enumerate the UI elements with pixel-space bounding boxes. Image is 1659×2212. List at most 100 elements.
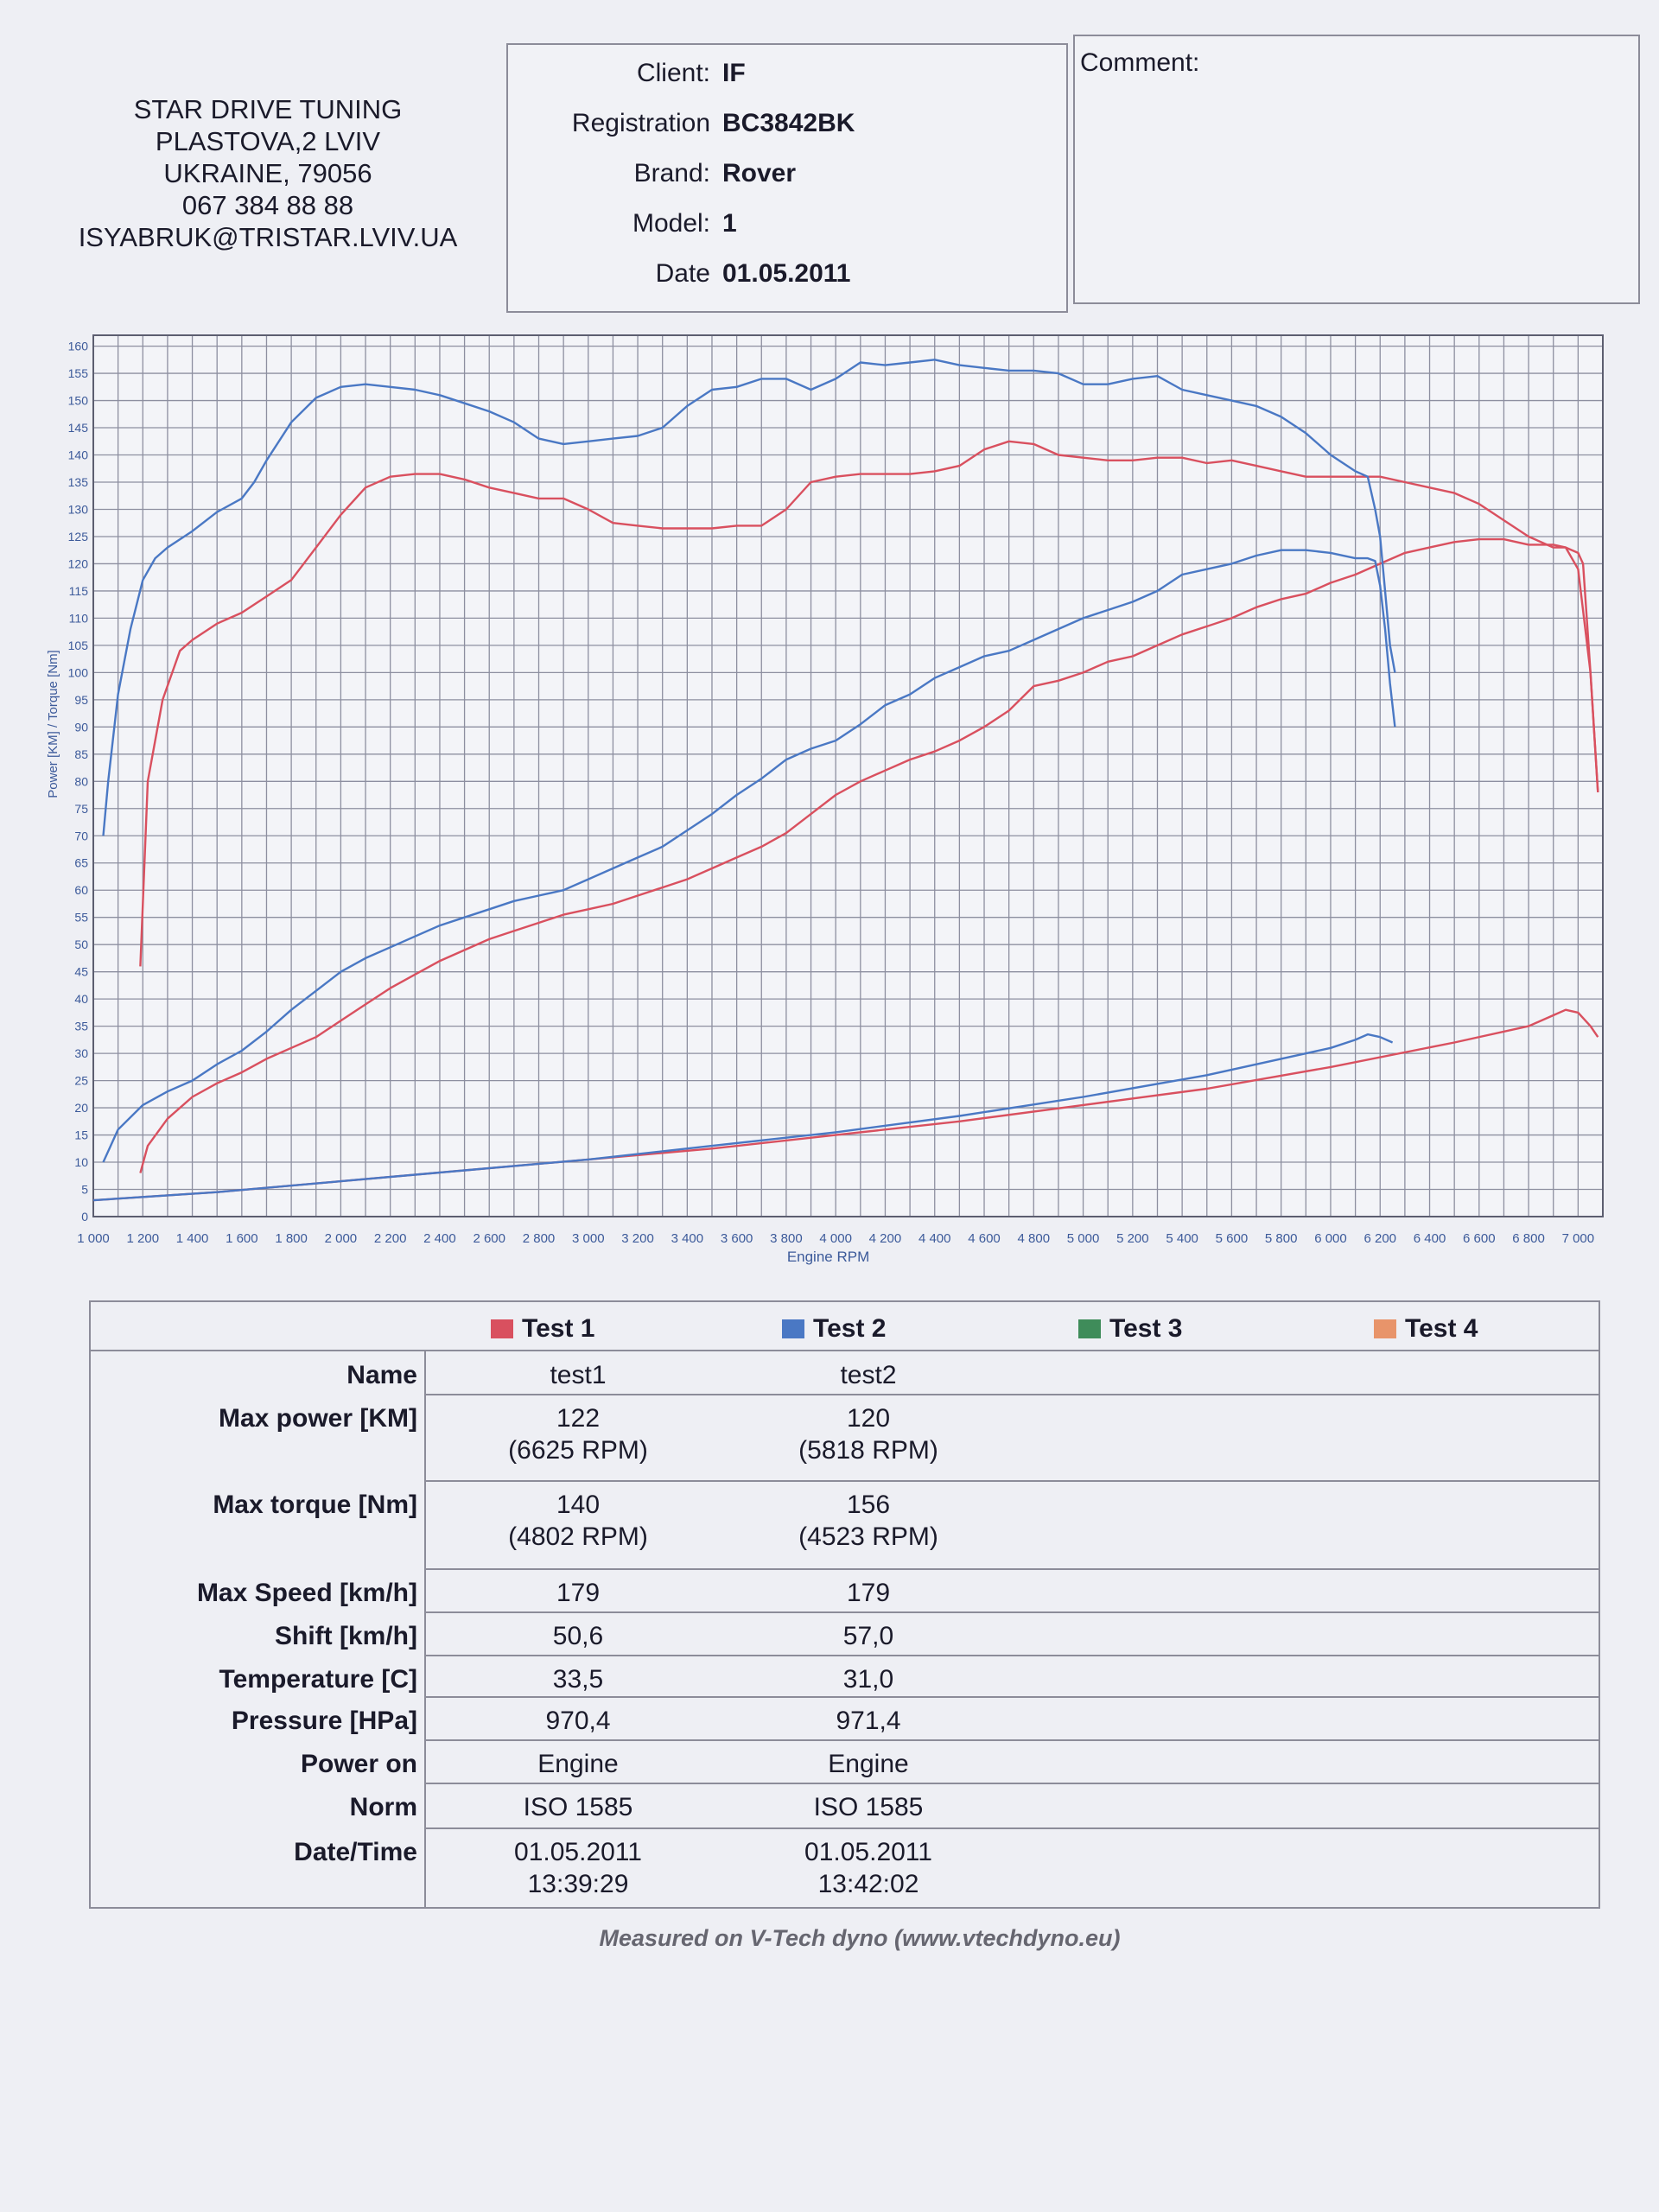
y-tick-label: 105 [68, 639, 89, 652]
y-tick-label: 85 [74, 747, 88, 761]
series-test1-power-line [139, 537, 1599, 1173]
table-cell-t2: Engine [713, 1748, 1024, 1780]
y-tick-label: 115 [69, 584, 89, 598]
x-tick-label: 1 800 [275, 1231, 308, 1246]
y-tick-label: 55 [74, 911, 88, 925]
client-row: Client: IF [508, 50, 1066, 93]
table-cell-line: 140 [556, 1491, 601, 1519]
brand-label: Brand: [633, 159, 710, 188]
y-tick-label: 80 [74, 774, 88, 788]
model-value: 1 [722, 209, 737, 238]
series-test2-power-line [102, 549, 1396, 1163]
y-tick-label: 0 [81, 1210, 88, 1224]
table-cell-line: 33,5 [552, 1665, 604, 1694]
table-cell-t1: 01.05.2011 13:39:29 [423, 1836, 734, 1900]
table-cell-line: 57,0 [842, 1622, 894, 1650]
legend-test1: Test 1 [491, 1314, 594, 1344]
y-tick-label: 60 [74, 883, 88, 897]
registration-label: Registration [571, 109, 710, 137]
y-tick-label: 100 [68, 665, 89, 679]
y-tick-label: 20 [74, 1101, 88, 1115]
x-tick-label: 6 200 [1363, 1231, 1396, 1246]
y-axis-label: Power [KM] / Torque [Nm] [46, 650, 60, 798]
dyno-chart: 0 5 10 15 20 25 30 35 40 45 50 55 60 65 70 75 80 85 90 95 10… [46, 334, 1604, 1265]
x-tick-label: 1 200 [127, 1231, 160, 1246]
table-cell-line: ISO 1585 [523, 1793, 633, 1821]
y-tick-label: 150 [68, 394, 89, 408]
x-tick-label: 6 600 [1463, 1231, 1496, 1246]
table-row-divider [424, 1739, 1599, 1741]
date-row: Date 01.05.2011 [508, 251, 1066, 294]
x-tick-label: 3 800 [770, 1231, 803, 1246]
table-row-divider [424, 1394, 1599, 1395]
legend-label-test4: Test 4 [1405, 1314, 1478, 1343]
table-row-divider [424, 1696, 1599, 1698]
table-row-label: Max torque [Nm] [213, 1491, 417, 1519]
table-cell-line: 13:42:02 [817, 1870, 919, 1898]
y-tick-label: 45 [74, 965, 88, 979]
date-value: 01.05.2011 [722, 259, 851, 288]
y-tick-label: 145 [68, 421, 89, 435]
table-cell-line: 50,6 [552, 1622, 604, 1650]
y-tick-label: 160 [68, 340, 89, 353]
legend-label-test2: Test 2 [813, 1314, 887, 1343]
x-tick-label: 5 200 [1116, 1231, 1149, 1246]
x-tick-label: 6 000 [1314, 1231, 1347, 1246]
x-tick-label: 6 400 [1414, 1231, 1446, 1246]
x-tick-label: 5 400 [1166, 1231, 1198, 1246]
table-cell-line: 156 [846, 1491, 891, 1519]
x-tick-label: 4 400 [918, 1231, 951, 1246]
table-cell-line: (4802 RPM) [508, 1522, 648, 1551]
x-tick-label: 2 800 [523, 1231, 556, 1246]
legend-label-test3: Test 3 [1109, 1314, 1183, 1343]
model-label: Model: [632, 209, 710, 238]
comment-box: Comment: [1073, 35, 1640, 304]
table-cell-line: (6625 RPM) [508, 1436, 648, 1465]
plot-frame [92, 334, 1604, 1217]
legend-swatch-test4 [1374, 1319, 1396, 1338]
table-row-label: Date/Time [294, 1838, 417, 1866]
company-info: STAR DRIVE TUNING PLASTOVA,2 LVIV UKRAIN… [43, 93, 493, 253]
brand-value: Rover [722, 159, 797, 188]
table-cell-t2: 971,4 [713, 1705, 1024, 1737]
table-row-divider [424, 1655, 1599, 1656]
company-name: STAR DRIVE TUNING [133, 94, 403, 124]
x-tick-label: 4 200 [869, 1231, 902, 1246]
company-email: ISYABRUK@TRISTAR.LVIV.UA [78, 222, 458, 252]
x-tick-label: 1 400 [176, 1231, 209, 1246]
y-tick-label: 140 [68, 448, 89, 462]
table-row-label: Max Speed [km/h] [196, 1579, 417, 1607]
registration-value: BC3842BK [722, 109, 855, 137]
x-tick-label: 2 400 [423, 1231, 456, 1246]
table-cell-line: 179 [556, 1579, 601, 1607]
legend-label-test1: Test 1 [522, 1314, 595, 1343]
series-test2-lower-line [92, 1033, 1394, 1202]
table-cell-line: test2 [840, 1361, 897, 1389]
client-label: Client: [636, 59, 710, 87]
y-tick-label: 130 [68, 502, 89, 516]
client-value: IF [722, 59, 746, 87]
y-tick-label: 65 [74, 856, 88, 870]
x-tick-label: 2 000 [325, 1231, 358, 1246]
table-cell-t1: 122 (6625 RPM) [423, 1402, 734, 1466]
x-tick-label: 1 000 [77, 1231, 110, 1246]
series-test1-torque-line [139, 440, 1599, 967]
table-cell-t1: 179 [423, 1577, 734, 1609]
table-cell-t2: 179 [713, 1577, 1024, 1609]
x-tick-label: 4 000 [819, 1231, 852, 1246]
table-cell-t1: test1 [423, 1359, 734, 1391]
table-cell-t1: 140 (4802 RPM) [423, 1489, 734, 1553]
y-tick-label: 125 [68, 530, 89, 543]
legend-swatch-test2 [782, 1319, 804, 1338]
x-tick-label: 4 800 [1018, 1231, 1051, 1246]
table-row-divider [424, 1611, 1599, 1613]
table-row-divider [424, 1827, 1599, 1829]
footer-note: Measured on V-Tech dyno (www.vtechdyno.e… [599, 1925, 1121, 1951]
table-cell-t1: 970,4 [423, 1705, 734, 1737]
table-cell-t2: 01.05.2011 13:42:02 [713, 1836, 1024, 1900]
y-tick-label: 40 [74, 992, 88, 1006]
table-row-label: Temperature [C] [219, 1665, 417, 1694]
table-row-label: Shift [km/h] [275, 1622, 417, 1650]
table-cell-line: 120 [846, 1404, 891, 1433]
y-tick-label: 75 [74, 802, 88, 816]
